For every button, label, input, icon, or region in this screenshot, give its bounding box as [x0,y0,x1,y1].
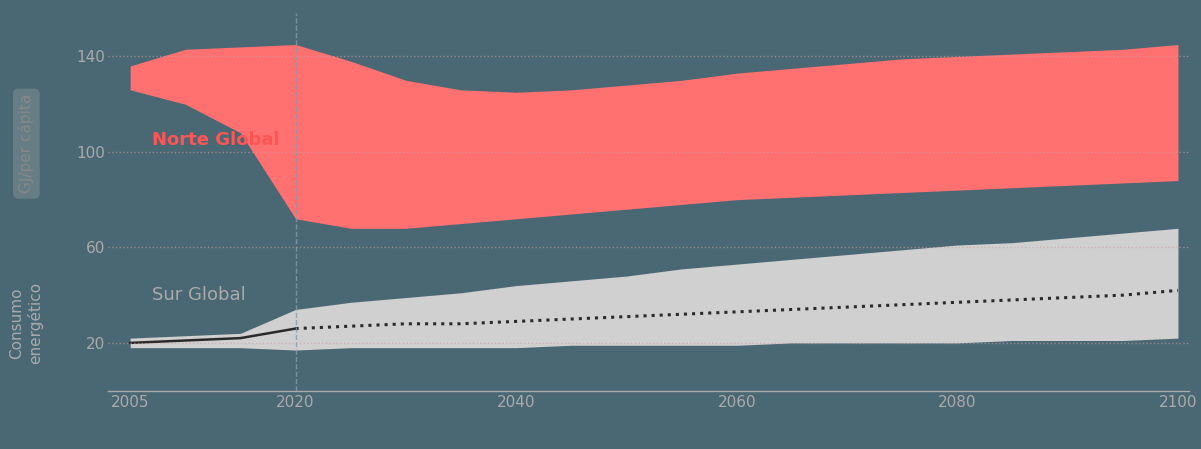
Text: GJ/per cápita: GJ/per cápita [18,94,35,194]
Text: Norte Global: Norte Global [153,131,280,149]
Text: Sur Global: Sur Global [153,286,246,304]
Text: Consumo
energético: Consumo energético [10,282,43,364]
